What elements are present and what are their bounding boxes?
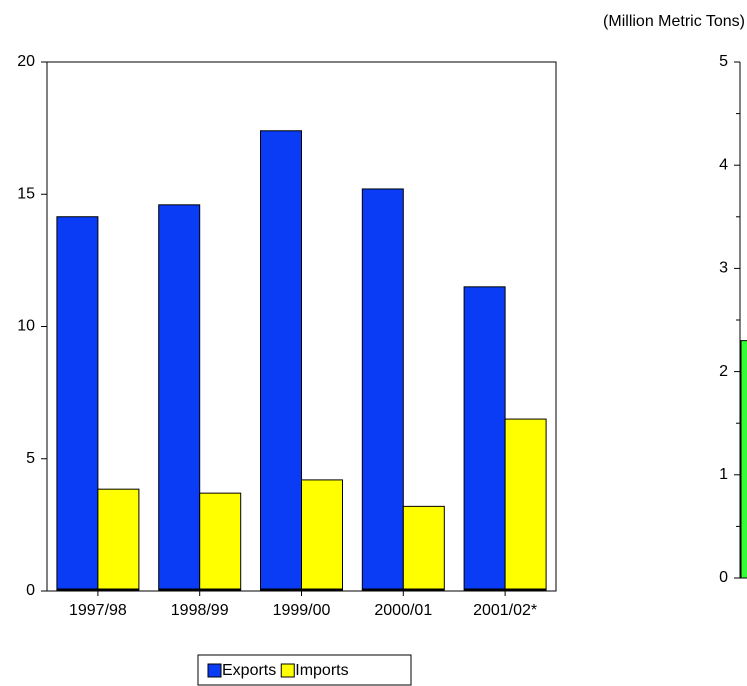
plot-frame	[46, 61, 557, 592]
y-tick-label: 0	[26, 582, 35, 599]
bar	[740, 340, 747, 579]
x-tick-label: 1999/00	[273, 602, 331, 619]
x-tick-label: 2000/01	[374, 602, 432, 619]
legend-box	[197, 654, 412, 686]
bar	[56, 216, 99, 592]
x-tick-label: 2001/02*	[473, 602, 537, 619]
legend-label: Imports	[295, 662, 348, 679]
chart-subtitle: (Million Metric Tons)	[603, 13, 745, 30]
bar	[504, 418, 547, 592]
bar	[158, 204, 201, 592]
x-tick-label: 1997/98	[69, 602, 127, 619]
y-tick-label: 2	[719, 363, 728, 380]
bar	[97, 488, 140, 592]
y-tick-label: 1	[719, 466, 728, 483]
legend-swatch	[207, 663, 222, 678]
x-tick-label: 1998/99	[171, 602, 229, 619]
y-tick-label: 0	[719, 569, 728, 586]
bar	[301, 479, 343, 592]
bar	[402, 505, 445, 592]
legend-label: Exports	[222, 662, 276, 679]
y-tick-label: 20	[17, 53, 35, 70]
bar	[260, 130, 302, 592]
bar	[463, 286, 506, 592]
y-tick-label: 4	[719, 156, 728, 173]
y-tick-label: 15	[17, 185, 35, 202]
y-tick-label: 5	[719, 53, 728, 70]
bar	[199, 492, 242, 592]
bar	[361, 188, 404, 592]
legend-swatch	[280, 663, 295, 678]
y-tick-label: 5	[26, 450, 35, 467]
y-tick-label: 10	[17, 318, 35, 335]
y-tick-label: 3	[719, 260, 728, 277]
